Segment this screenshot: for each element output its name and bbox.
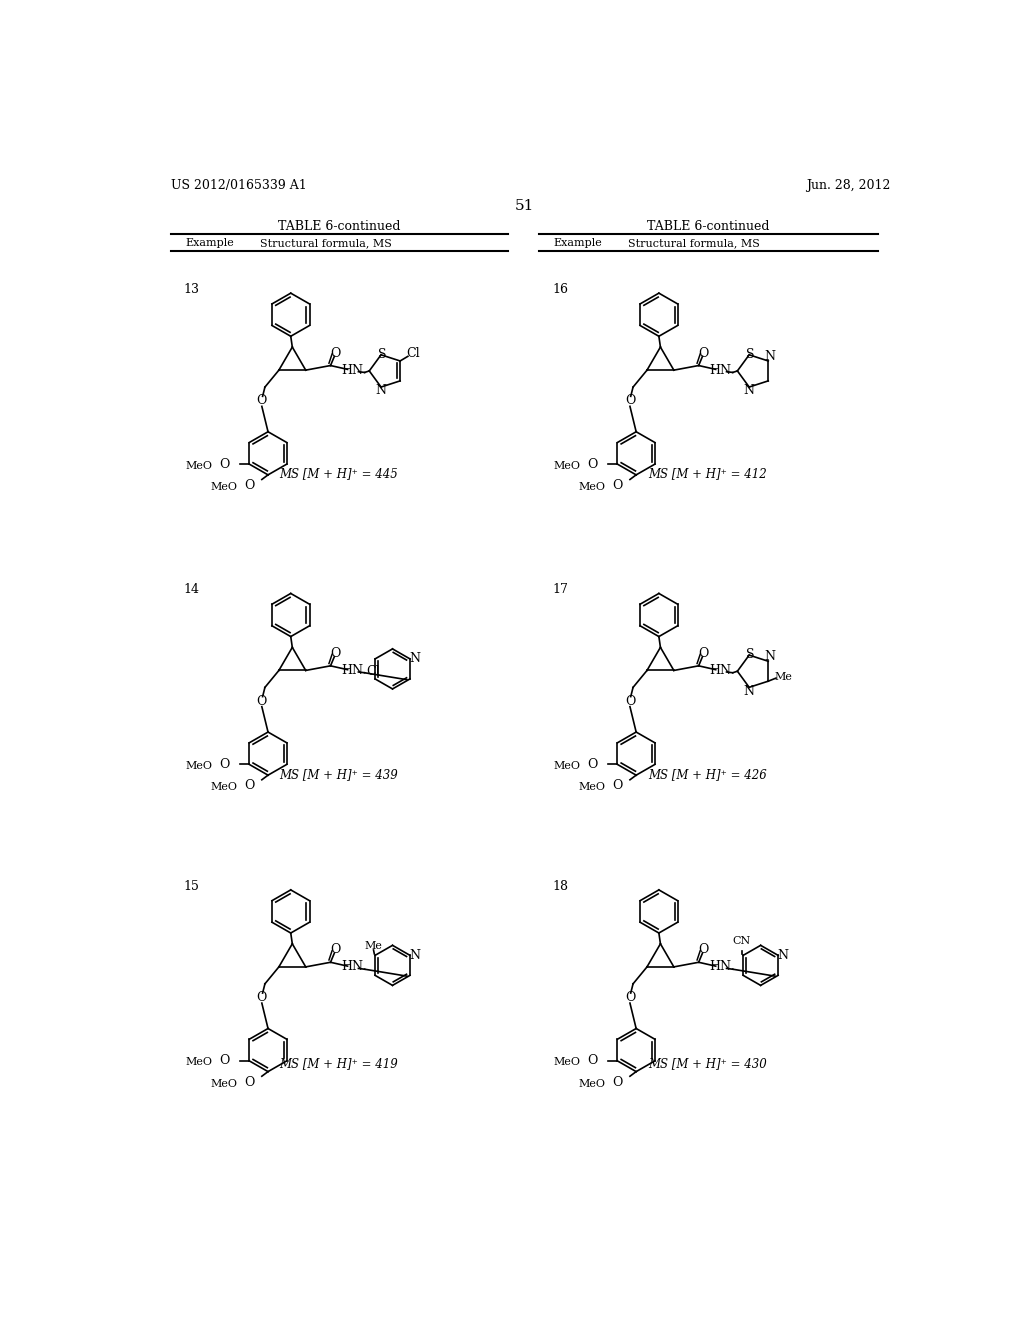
- Text: O: O: [612, 779, 623, 792]
- Text: S: S: [746, 347, 755, 360]
- Text: HN: HN: [341, 664, 364, 677]
- Text: 17: 17: [553, 583, 568, 597]
- Text: O: O: [257, 991, 267, 1005]
- Text: MeO: MeO: [185, 1057, 212, 1068]
- Text: Example: Example: [553, 238, 602, 248]
- Text: CN: CN: [732, 936, 751, 945]
- Text: HN: HN: [710, 961, 731, 973]
- Text: O: O: [588, 458, 598, 471]
- Text: MeO: MeO: [185, 760, 212, 771]
- Text: 13: 13: [183, 282, 200, 296]
- Text: N: N: [376, 384, 386, 397]
- Text: Structural formula, MS: Structural formula, MS: [628, 238, 760, 248]
- Text: MeO: MeO: [579, 1078, 605, 1089]
- Text: HN: HN: [341, 961, 364, 973]
- Text: Example: Example: [185, 238, 233, 248]
- Text: O: O: [698, 944, 709, 957]
- Text: O: O: [257, 694, 267, 708]
- Text: O: O: [330, 347, 340, 360]
- Text: Cl: Cl: [407, 347, 420, 360]
- Text: O: O: [219, 1055, 229, 1068]
- Text: MeO: MeO: [185, 461, 212, 471]
- Text: MeO: MeO: [553, 1057, 581, 1068]
- Text: O: O: [219, 758, 229, 771]
- Text: O: O: [245, 779, 255, 792]
- Text: S: S: [378, 347, 387, 360]
- Text: MeO: MeO: [210, 1078, 237, 1089]
- Text: MS [M + H]⁺ = 426: MS [M + H]⁺ = 426: [648, 768, 767, 781]
- Text: MS [M + H]⁺ = 439: MS [M + H]⁺ = 439: [280, 768, 398, 781]
- Text: HN: HN: [341, 363, 364, 376]
- Text: O: O: [612, 479, 623, 492]
- Text: MeO: MeO: [553, 461, 581, 471]
- Text: O: O: [245, 1076, 255, 1089]
- Text: HN: HN: [710, 664, 731, 677]
- Text: MeO: MeO: [553, 760, 581, 771]
- Text: 51: 51: [515, 199, 535, 213]
- Text: O: O: [588, 1055, 598, 1068]
- Text: Cl: Cl: [367, 665, 380, 677]
- Text: TABLE 6-continued: TABLE 6-continued: [278, 219, 400, 232]
- Text: O: O: [625, 395, 635, 408]
- Text: 18: 18: [553, 879, 568, 892]
- Text: TABLE 6-continued: TABLE 6-continued: [647, 219, 770, 232]
- Text: MS [M + H]⁺ = 419: MS [M + H]⁺ = 419: [280, 1056, 398, 1069]
- Text: N: N: [410, 949, 420, 962]
- Text: N: N: [410, 652, 420, 665]
- Text: Jun. 28, 2012: Jun. 28, 2012: [806, 178, 891, 191]
- Text: O: O: [245, 479, 255, 492]
- Text: N: N: [764, 350, 775, 363]
- Text: MS [M + H]⁺ = 445: MS [M + H]⁺ = 445: [280, 467, 398, 480]
- Text: S: S: [746, 648, 755, 661]
- Text: Me: Me: [775, 672, 793, 682]
- Text: N: N: [764, 651, 775, 663]
- Text: O: O: [330, 944, 340, 957]
- Text: O: O: [330, 647, 340, 660]
- Text: O: O: [698, 647, 709, 660]
- Text: MeO: MeO: [210, 482, 237, 492]
- Text: 14: 14: [183, 583, 200, 597]
- Text: HN: HN: [710, 363, 731, 376]
- Text: 15: 15: [183, 879, 200, 892]
- Text: N: N: [743, 384, 755, 397]
- Text: O: O: [219, 458, 229, 471]
- Text: O: O: [612, 1076, 623, 1089]
- Text: MS [M + H]⁺ = 412: MS [M + H]⁺ = 412: [648, 467, 767, 480]
- Text: O: O: [588, 758, 598, 771]
- Text: Structural formula, MS: Structural formula, MS: [260, 238, 391, 248]
- Text: MeO: MeO: [579, 783, 605, 792]
- Text: MeO: MeO: [579, 482, 605, 492]
- Text: O: O: [625, 991, 635, 1005]
- Text: US 2012/0165339 A1: US 2012/0165339 A1: [171, 178, 306, 191]
- Text: O: O: [698, 347, 709, 360]
- Text: 16: 16: [553, 282, 568, 296]
- Text: O: O: [257, 395, 267, 408]
- Text: Me: Me: [365, 941, 382, 952]
- Text: MeO: MeO: [210, 783, 237, 792]
- Text: O: O: [625, 694, 635, 708]
- Text: N: N: [777, 949, 788, 962]
- Text: MS [M + H]⁺ = 430: MS [M + H]⁺ = 430: [648, 1056, 767, 1069]
- Text: N: N: [743, 685, 755, 698]
